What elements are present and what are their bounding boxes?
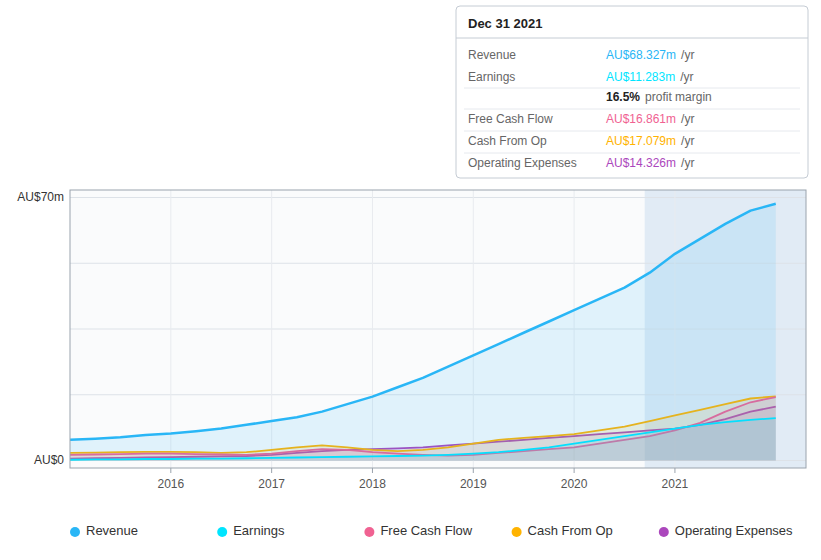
legend-label: Cash From Op xyxy=(528,523,613,538)
info-box-value: AU$17.079m xyxy=(606,134,676,148)
info-box-value: AU$16.861m xyxy=(606,112,676,126)
legend-label: Revenue xyxy=(86,523,138,538)
x-tick-label: 2016 xyxy=(157,477,184,491)
legend-marker xyxy=(512,527,522,537)
info-box-unit: profit margin xyxy=(645,90,712,104)
info-box-label: Operating Expenses xyxy=(468,156,577,170)
legend-label: Free Cash Flow xyxy=(380,523,472,538)
info-box-row-divider xyxy=(464,153,800,154)
info-box-unit: /yr xyxy=(681,48,694,62)
legend-marker xyxy=(217,527,227,537)
x-tick-label: 2020 xyxy=(561,477,588,491)
x-tick xyxy=(372,468,373,473)
annotation: AU$70m xyxy=(17,190,64,204)
annotation: AU$0 xyxy=(34,453,64,467)
plot-area xyxy=(70,190,806,468)
x-tick xyxy=(574,468,575,473)
x-tick xyxy=(170,468,171,473)
info-box-unit: /yr xyxy=(681,156,694,170)
info-box-row-divider xyxy=(464,88,800,89)
info-box-row-divider xyxy=(464,131,800,132)
info-box-unit: /yr xyxy=(681,112,694,126)
plot-frame xyxy=(70,190,806,468)
x-tick xyxy=(271,468,272,473)
info-box xyxy=(456,6,808,178)
legend-label: Operating Expenses xyxy=(675,523,793,538)
legend-marker xyxy=(70,527,80,537)
x-tick-label: 2021 xyxy=(662,477,689,491)
x-tick-label: 2017 xyxy=(258,477,285,491)
grid-line-x xyxy=(170,190,171,468)
info-box-divider xyxy=(456,38,808,39)
info-box-label: Free Cash Flow xyxy=(468,112,553,126)
x-tick xyxy=(473,468,474,473)
area-fill xyxy=(70,204,776,461)
x-tick xyxy=(674,468,675,473)
info-box-title: Dec 31 2021 xyxy=(468,16,542,31)
info-box-unit: /yr xyxy=(681,134,694,148)
info-box-row-divider xyxy=(464,109,800,110)
info-box-value: 16.5% xyxy=(606,90,640,104)
info-box-value: AU$68.327m xyxy=(606,48,676,62)
info-box-label: Revenue xyxy=(468,48,516,62)
chart: 2016 2017 2018 2019 2020 2021 AU$70m AU$0 Dec 31… xyxy=(0,0,821,560)
info-box-value: AU$14.326m xyxy=(606,156,676,170)
info-box-label: Earnings xyxy=(468,70,515,84)
legend-marker xyxy=(364,527,374,537)
plot-background xyxy=(70,190,806,468)
info-box-value: AU$11.283m xyxy=(606,70,675,84)
x-tick-label: 2019 xyxy=(460,477,487,491)
legend-marker xyxy=(659,527,669,537)
series-line xyxy=(70,204,776,440)
x-tick-label: 2018 xyxy=(359,477,386,491)
grid-line-y xyxy=(70,197,806,198)
info-box-unit: /yr xyxy=(680,70,693,84)
legend-label: Earnings xyxy=(233,523,285,538)
info-box-label: Cash From Op xyxy=(468,134,547,148)
